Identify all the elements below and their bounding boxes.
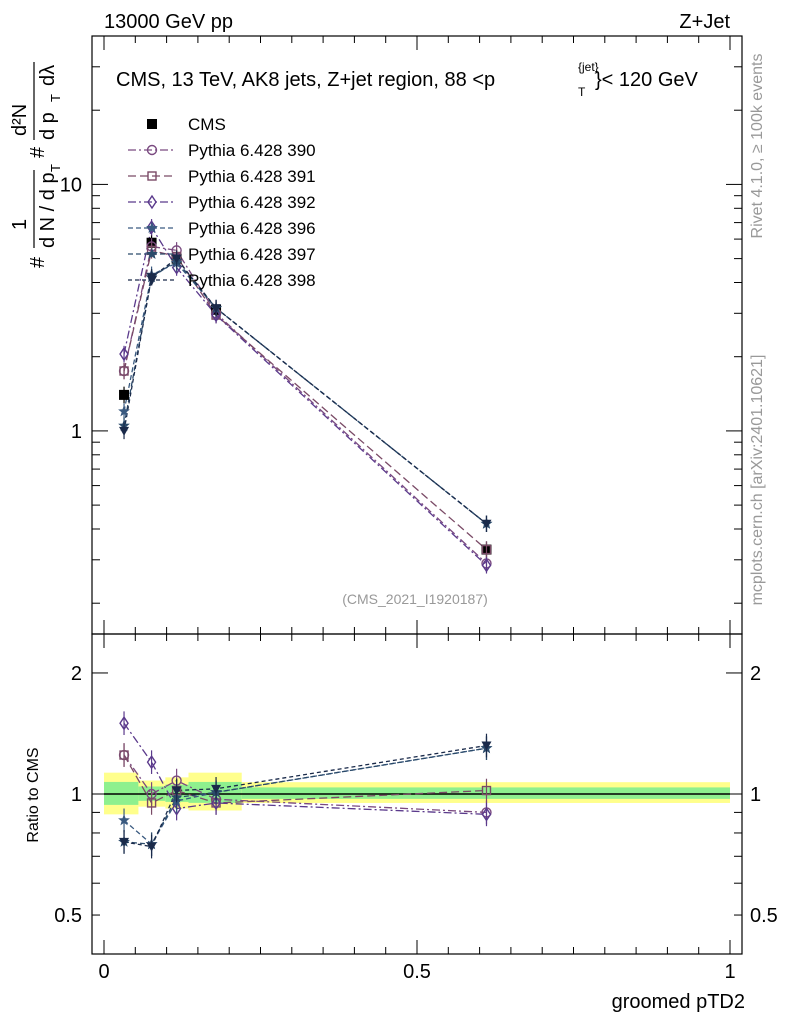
main-point [171,254,182,264]
legend-marker [146,144,158,156]
ratio-point [481,741,492,751]
ratio-ytick-label-left: 1 [71,784,82,806]
x-tick-label: 0 [98,961,109,983]
header-right: Z+Jet [679,11,730,33]
legend: CMS Pythia 6.428 390 Pythia 6.428 391 Pythi… [128,115,316,290]
ratio-band-inner [241,787,730,799]
ratio-point [119,750,129,760]
ratio-line-pythia-6.428-398 [123,744,487,848]
main-ytick-label: 10 [60,174,82,196]
ratio-ytick-label-right: 0.5 [750,905,778,927]
legend-label: Pythia 6.428 398 [188,271,316,290]
mcplots-label: mcplots.cern.ch [arXiv:2401.10621] [749,355,766,606]
main-point [481,558,492,573]
main-panel: 1 10 (CMS_2021_I1920187) CMS, 13 TeV, AK8… [60,35,743,635]
main-point [119,426,130,436]
ratio-point [146,754,157,770]
main-ylabel: # 1 d N / d p T # d²N d p T dλ [9,62,63,268]
rivet-label: Rivet 4.1.0, ≥ 100k events [749,54,766,239]
title-sub: T [578,85,586,99]
ylabel-hash2: # [27,146,49,158]
ratio-point [171,801,182,816]
main-line-pythia-6.428-396 [123,262,487,525]
ylabel-dn: d N / d p [37,172,59,248]
ylabel-dpt: d p [37,112,59,140]
ratio-ticks: 0.5 0.5 1 1 2 2 [54,634,778,955]
ratio-point [481,785,492,796]
ylabel-t1: T [48,164,63,172]
legend-label: Pythia 6.428 390 [188,141,316,160]
ratio-point [211,784,222,794]
main-line-pythia-6.428-398 [123,257,487,525]
main-point [118,405,130,417]
main-ytick-label: 1 [71,421,82,443]
ylabel-dlambda: dλ [37,65,59,86]
ratio-line-pythia-6.428-391 [123,754,487,804]
ratio-point [211,795,221,811]
ylabel-hash1: # [27,256,49,268]
legend-label: Pythia 6.428 397 [188,245,316,264]
x-tick-label: 0.5 [403,961,431,983]
title-sup: {jet} [578,60,599,74]
legend-marker [147,194,157,210]
ratio-ytick-label-left: 0.5 [54,905,82,927]
main-point [119,366,129,376]
main-point [119,389,130,400]
main-point [146,220,157,235]
ratio-point [481,807,492,822]
main-line-pythia-6.428-391 [123,249,487,551]
header-left: 13000 GeV pp [104,11,233,33]
main-point [211,307,221,323]
main-point [211,304,222,314]
watermark: (CMS_2021_I1920187) [342,591,488,607]
plot-title: CMS, 13 TeV, AK8 jets, Z+jet region, 88 … [116,60,699,99]
ratio-ytick-label-right: 1 [750,784,761,806]
legend-marker [146,221,158,233]
main-point [481,544,492,555]
x-axis-label: groomed pTD2 [612,991,745,1013]
x-tick-labels: 0 0.5 1 [98,961,735,983]
x-tick-label: 1 [724,961,735,983]
title-main: CMS, 13 TeV, AK8 jets, Z+jet region, 88 … [116,69,495,91]
ratio-point [171,786,182,796]
ratio-point [146,842,157,852]
legend-marker [147,171,157,181]
legend-label: Pythia 6.428 392 [188,193,316,212]
main-series-markers [118,219,493,574]
ylabel-t2: T [48,94,63,102]
legend-label: CMS [188,115,226,134]
legend-label: Pythia 6.428 396 [188,219,316,238]
ratio-point [118,814,130,826]
ylabel-one: 1 [9,219,31,230]
ratio-panel: 0.5 0.5 1 1 2 2 [54,633,778,955]
legend-marker [147,276,157,285]
ratio-point [146,798,157,808]
legend-marker [146,247,158,259]
ratio-ytick-label-right: 2 [750,663,761,685]
ratio-ylabel: Ratio to CMS [25,747,42,842]
legend-marker [147,119,157,129]
title-tail: }< 120 GeV [595,69,699,91]
ratio-point [119,715,129,731]
main-point [481,519,492,529]
ylabel-d2n: d²N [9,104,31,136]
ratio-point [119,837,130,847]
main-point [119,346,129,362]
ratio-series-markers [118,711,493,859]
ratio-ytick-label-left: 2 [71,663,82,685]
main-ticks: 1 10 [60,35,742,634]
legend-label: Pythia 6.428 391 [188,167,316,186]
